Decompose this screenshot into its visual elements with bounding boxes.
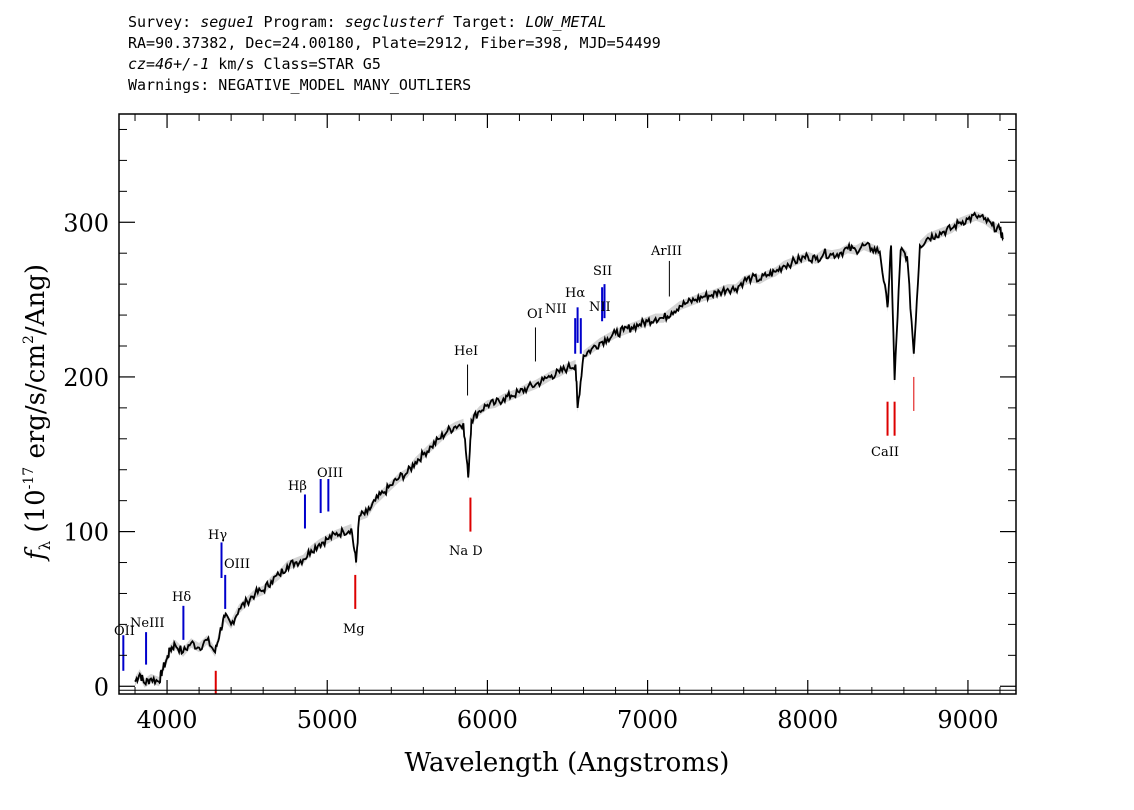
header-cz-value: cz=46+/-1: [128, 55, 210, 73]
x-tick-label-2: 6000: [457, 706, 518, 734]
header-warnings-line: Warnings: NEGATIVE_MODEL MANY_OUTLIERS: [128, 76, 472, 94]
x-axis-title: Wavelength (Angstroms): [405, 748, 730, 778]
x-tick-label-1: 5000: [297, 706, 358, 734]
label-caii: CaII: [871, 445, 899, 460]
header-class: km/s Class=STAR G5: [209, 55, 381, 73]
header-segment-5: LOW_METAL: [525, 13, 607, 31]
label-oi: OI: [527, 307, 543, 322]
spectrum-line: [134, 211, 1004, 687]
header-segment-0: Survey:: [128, 13, 201, 31]
spectral-line-markers: [122, 260, 915, 694]
label-hei: HeI: [454, 344, 478, 359]
y-tick-label-1: 100: [63, 519, 109, 547]
label-oiii-b: OIII: [317, 466, 343, 481]
label-nii-b: NII: [589, 300, 611, 315]
label-na-d: Na D: [449, 544, 483, 559]
y-tick-label-3: 300: [63, 209, 109, 237]
label-hdelta: Hδ: [172, 590, 191, 605]
label-hgamma: Hγ: [208, 528, 227, 543]
header-coordinates-line: RA=90.37382, Dec=24.00180, Plate=2912, F…: [128, 34, 661, 52]
label-ariii: ArIII: [650, 244, 682, 259]
label-oiii-a: OIII: [224, 557, 250, 572]
y-axis-title: fλ (10-17 erg/s/cm2/Ang): [21, 264, 54, 562]
label-hbeta: Hβ: [288, 479, 307, 494]
label-sii: SII: [593, 264, 612, 279]
header-survey-line: Survey: segue1 Program: segclusterf Targ…: [128, 12, 848, 33]
x-tick-label-5: 9000: [937, 706, 998, 734]
x-tick-label-0: 4000: [137, 706, 198, 734]
label-nii-a: NII: [545, 302, 567, 317]
header-segment-1: segue1: [200, 13, 255, 31]
spectrum-series: [134, 211, 1004, 687]
plot-frame: [118, 113, 1017, 695]
spectral-line-labels: OII NeIII Hδ Hγ OIII Hβ OIII HeI OI NII …: [114, 244, 899, 639]
y-tick-label-2: 200: [63, 364, 109, 392]
header-segment-2: Program:: [254, 13, 345, 31]
x-tick-label-3: 7000: [617, 706, 678, 734]
header-segment-3: segclusterf: [344, 13, 445, 31]
label-halpha: Hα: [565, 286, 585, 301]
x-tick-label-4: 8000: [777, 706, 838, 734]
label-neiii: NeIII: [130, 616, 164, 631]
y-tick-label-0: 0: [94, 673, 109, 701]
header-redshift-line: cz=46+/-1 km/s Class=STAR G5: [128, 54, 848, 75]
spectrum-header: Survey: segue1 Program: segclusterf Targ…: [128, 12, 848, 96]
label-mg: Mg: [343, 622, 365, 637]
axes: 4000 5000 6000 7000 8000 9000 0 100 200 300: [63, 114, 1016, 734]
header-segment-4: Target:: [444, 13, 526, 31]
